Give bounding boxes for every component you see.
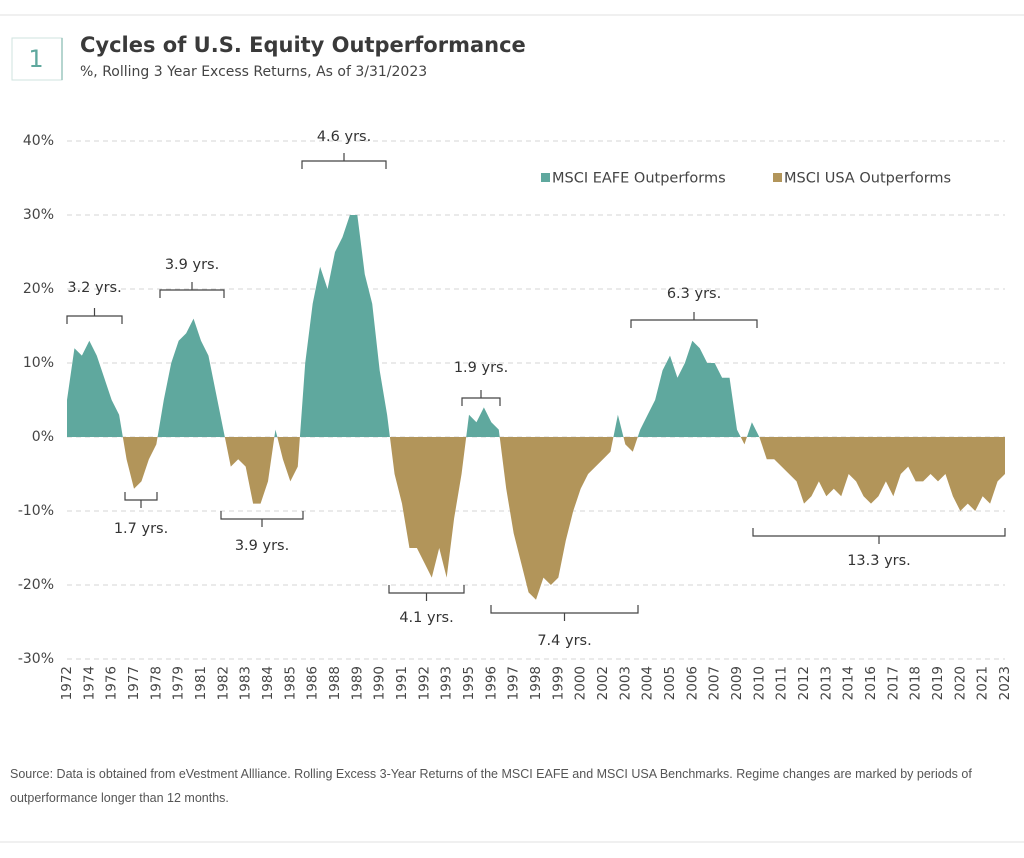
bracket	[301, 153, 387, 169]
x-tick-label: 1997	[506, 666, 522, 700]
x-tick-label: 1979	[171, 666, 187, 700]
bracket	[388, 585, 465, 601]
x-tick-label: 1991	[394, 666, 410, 700]
annotation: 6.3 yrs.	[667, 286, 721, 302]
y-tick-label: 20%	[23, 281, 54, 297]
bracket	[66, 308, 123, 324]
x-tick-label: 1999	[550, 666, 566, 700]
y-tick-label: -20%	[18, 577, 54, 593]
x-tick-label: 2016	[863, 666, 879, 700]
chart-subtitle: %, Rolling 3 Year Excess Returns, As of …	[80, 64, 427, 80]
annotation: 7.4 yrs.	[537, 633, 591, 649]
figure-number: 1	[28, 45, 43, 73]
annotation: 1.9 yrs.	[454, 360, 508, 376]
x-tick-label: 1976	[104, 666, 120, 700]
x-tick-label: 2014	[841, 666, 857, 700]
annotation: 3.9 yrs.	[235, 538, 289, 554]
area	[67, 215, 1005, 600]
x-tick-label: 2017	[885, 666, 901, 700]
x-tick-label: 2011	[774, 666, 790, 700]
bracket	[220, 511, 304, 527]
x-tick-label: 2018	[908, 666, 924, 700]
legend-swatch	[773, 173, 782, 182]
y-tick-label: -10%	[18, 503, 54, 519]
x-tick-label: 1988	[327, 666, 343, 700]
x-tick-label: 1981	[193, 666, 209, 700]
bracket	[461, 390, 501, 406]
y-tick-label: -30%	[18, 651, 54, 667]
x-tick-label: 2009	[729, 666, 745, 700]
x-tick-label: 1996	[483, 666, 499, 700]
annotation: 4.6 yrs.	[317, 129, 371, 145]
annotation: 13.3 yrs.	[847, 553, 911, 569]
x-tick-label: 1982	[215, 666, 231, 700]
x-tick-label: 1977	[126, 666, 142, 700]
bracket	[630, 312, 758, 328]
source-box: Source: Data is obtained from eVestment …	[10, 767, 972, 805]
x-tick-label: 1972	[59, 666, 75, 700]
x-tick-label: 2010	[751, 666, 767, 700]
x-tick-label: 2004	[640, 666, 656, 700]
x-tick-label: 1995	[461, 666, 477, 700]
x-tick-label: 2023	[997, 666, 1013, 700]
annotation: 1.7 yrs.	[114, 521, 168, 537]
annotation: 3.9 yrs.	[165, 257, 219, 273]
x-tick-label: 2006	[684, 666, 700, 700]
x-tick-label: 1985	[282, 666, 298, 700]
x-tick-label: 1978	[148, 666, 164, 700]
x-tick-label: 2021	[975, 666, 991, 700]
x-tick-label: 2003	[617, 666, 633, 700]
x-tick-label: 2000	[573, 666, 589, 700]
legend-label: MSCI EAFE Outperforms	[552, 171, 726, 187]
x-tick-label: 2019	[930, 666, 946, 700]
y-tick-label: 0%	[32, 429, 54, 445]
x-tick-label: 1998	[528, 666, 544, 700]
x-tick-label: 1984	[260, 666, 276, 700]
annotation: 3.2 yrs.	[67, 280, 121, 296]
legend-label: MSCI USA Outperforms	[784, 171, 951, 187]
x-tick-label: 2005	[662, 666, 678, 700]
x-tick-label: 2020	[952, 666, 968, 700]
chart-title: Cycles of U.S. Equity Outperformance	[80, 33, 526, 57]
y-tick-label: 30%	[23, 207, 54, 223]
legend-swatch	[541, 173, 550, 182]
x-tick-label: 2012	[796, 666, 812, 700]
bracket	[159, 282, 225, 298]
y-tick-label: 40%	[23, 133, 54, 149]
source-note: Source: Data is obtained from eVestment …	[10, 767, 972, 805]
x-tick-label: 1974	[81, 666, 97, 700]
annotation: 4.1 yrs.	[399, 610, 453, 626]
bracket	[490, 605, 639, 621]
x-tick-label: 1992	[416, 666, 432, 700]
x-tick-label: 2007	[707, 666, 723, 700]
bracket	[752, 528, 1006, 544]
x-tick-label: 1990	[372, 666, 388, 700]
x-tick-label: 1986	[305, 666, 321, 700]
bracket	[124, 492, 158, 508]
x-tick-label: 1989	[349, 666, 365, 700]
y-tick-label: 10%	[23, 355, 54, 371]
x-tick-label: 1993	[439, 666, 455, 700]
x-tick-label: 1983	[238, 666, 254, 700]
x-tick-label: 2013	[818, 666, 834, 700]
x-tick-label: 2002	[595, 666, 611, 700]
